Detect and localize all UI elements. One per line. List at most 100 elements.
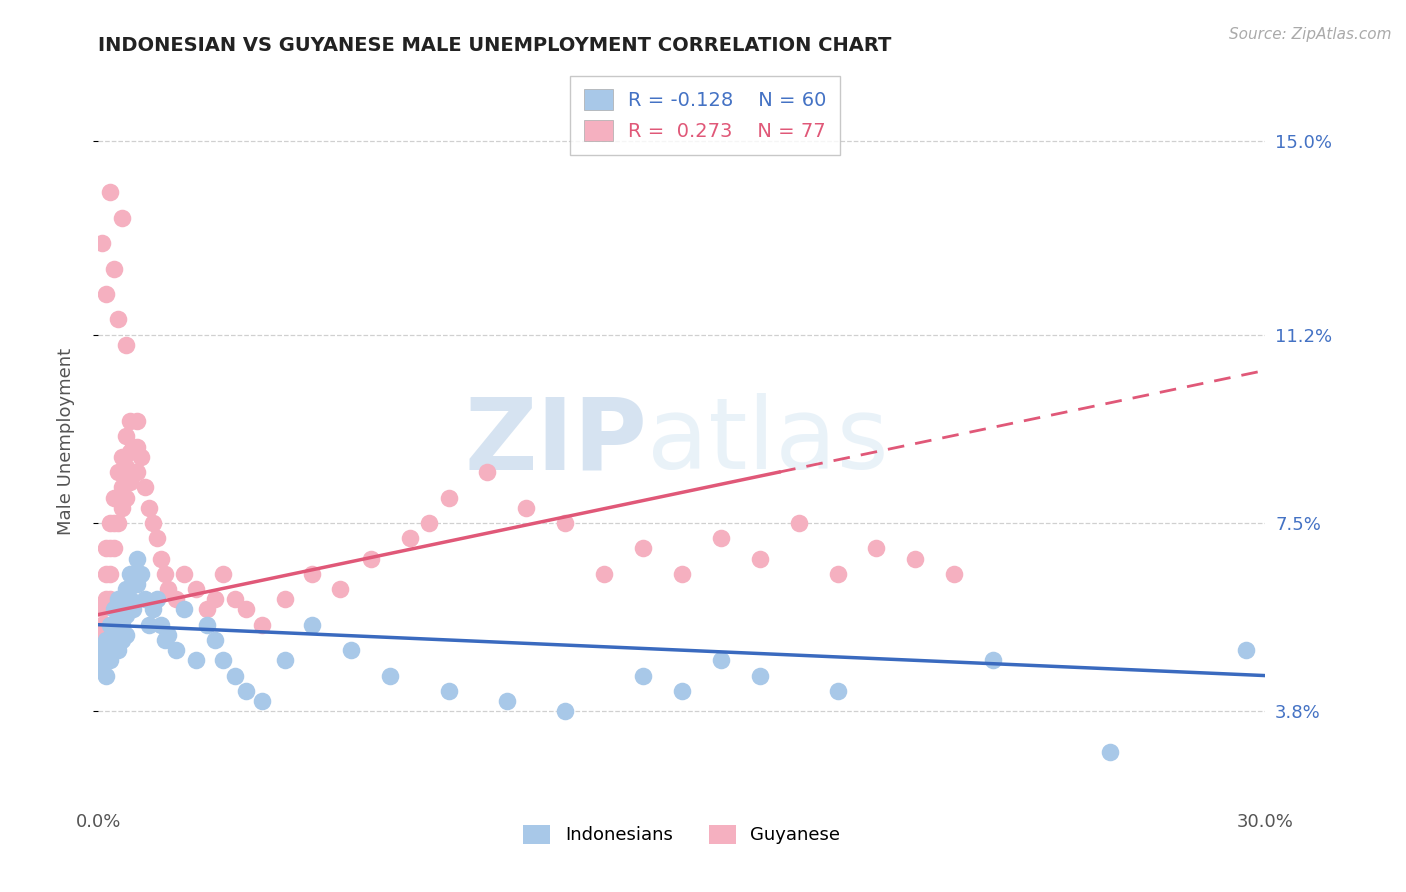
Point [96, 617, 118, 632]
Point [593, 566, 616, 581]
Point [165, 592, 187, 607]
Point [138, 500, 160, 515]
Point [134, 592, 156, 607]
Point [98, 592, 121, 607]
Point [91, 653, 114, 667]
Point [114, 460, 136, 475]
Point [114, 607, 136, 622]
Point [118, 592, 141, 607]
Point [301, 566, 323, 581]
Point [195, 617, 218, 632]
Point [122, 577, 145, 591]
Point [122, 440, 145, 454]
Point [111, 617, 134, 632]
Point [710, 531, 733, 545]
Point [250, 694, 273, 708]
Point [118, 444, 141, 458]
Point [129, 566, 152, 581]
Text: ZIP: ZIP [464, 393, 647, 490]
Point [827, 566, 849, 581]
Point [224, 592, 246, 607]
Point [103, 516, 125, 530]
Point [943, 566, 966, 581]
Point [91, 643, 114, 657]
Point [118, 566, 141, 581]
Point [301, 617, 323, 632]
Point [107, 312, 129, 326]
Text: atlas: atlas [647, 393, 889, 490]
Point [103, 261, 125, 276]
Point [554, 704, 576, 718]
Point [157, 582, 180, 596]
Point [111, 500, 134, 515]
Point [496, 694, 519, 708]
Point [477, 465, 499, 479]
Point [398, 531, 420, 545]
Point [204, 632, 226, 647]
Point [91, 602, 114, 616]
Point [274, 653, 297, 667]
Point [515, 500, 537, 515]
Point [142, 516, 165, 530]
Point [107, 465, 129, 479]
Point [91, 664, 114, 678]
Point [184, 653, 207, 667]
Point [235, 684, 257, 698]
Point [981, 653, 1004, 667]
Point [127, 414, 149, 428]
Point [127, 577, 149, 591]
Point [173, 602, 195, 616]
Point [274, 592, 297, 607]
Text: INDONESIAN VS GUYANESE MALE UNEMPLOYMENT CORRELATION CHART: INDONESIAN VS GUYANESE MALE UNEMPLOYMENT… [98, 36, 891, 54]
Point [787, 516, 810, 530]
Point [212, 566, 235, 581]
Point [235, 602, 257, 616]
Point [98, 653, 121, 667]
Point [98, 566, 121, 581]
Point [107, 516, 129, 530]
Point [184, 582, 207, 596]
Point [103, 541, 125, 556]
Point [96, 287, 118, 301]
Point [111, 602, 134, 616]
Text: Source: ZipAtlas.com: Source: ZipAtlas.com [1229, 27, 1392, 42]
Point [103, 602, 125, 616]
Legend: Indonesians, Guyanese: Indonesians, Guyanese [516, 818, 848, 852]
Point [114, 429, 136, 443]
Point [165, 643, 187, 657]
Point [865, 541, 887, 556]
Point [96, 643, 118, 657]
Y-axis label: Male Unemployment: Male Unemployment [56, 348, 75, 535]
Point [127, 440, 149, 454]
Point [671, 684, 693, 698]
Point [98, 617, 121, 632]
Point [91, 236, 114, 251]
Point [96, 566, 118, 581]
Point [1098, 745, 1121, 759]
Point [96, 541, 118, 556]
Point [114, 491, 136, 505]
Point [554, 516, 576, 530]
Point [118, 475, 141, 490]
Point [1234, 643, 1257, 657]
Point [118, 414, 141, 428]
Point [904, 551, 927, 566]
Point [437, 491, 460, 505]
Point [671, 566, 693, 581]
Point [107, 491, 129, 505]
Point [98, 516, 121, 530]
Point [129, 450, 152, 464]
Point [103, 643, 125, 657]
Point [96, 643, 118, 657]
Point [329, 582, 352, 596]
Point [98, 185, 121, 199]
Point [153, 566, 176, 581]
Point [103, 628, 125, 642]
Point [204, 592, 226, 607]
Point [111, 480, 134, 494]
Point [710, 653, 733, 667]
Point [360, 551, 382, 566]
Point [103, 491, 125, 505]
Point [96, 668, 118, 682]
Point [134, 480, 156, 494]
